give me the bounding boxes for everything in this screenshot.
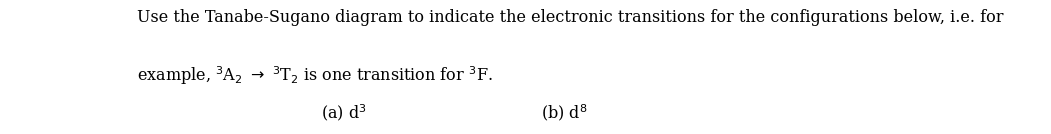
Text: Use the Tanabe-Sugano diagram to indicate the electronic transitions for the con: Use the Tanabe-Sugano diagram to indicat… — [137, 9, 1003, 26]
Text: Use the Tanabe-Sugano diagram to indicate the electronic transitions for the con: Use the Tanabe-Sugano diagram to indicat… — [137, 9, 974, 26]
Text: example, $^{3}$A$_{2}$ $\rightarrow$ $^{3}$T$_{2}$ is one transition for $^{3}$F: example, $^{3}$A$_{2}$ $\rightarrow$ $^{… — [137, 64, 492, 87]
Text: (a) d$^{3}$: (a) d$^{3}$ — [321, 102, 366, 123]
Text: Use the Tanabe-Sugano diagram to indicate the electronic transitions for the con: Use the Tanabe-Sugano diagram to indicat… — [137, 9, 950, 26]
Text: (b) d$^{8}$: (b) d$^{8}$ — [541, 102, 588, 123]
